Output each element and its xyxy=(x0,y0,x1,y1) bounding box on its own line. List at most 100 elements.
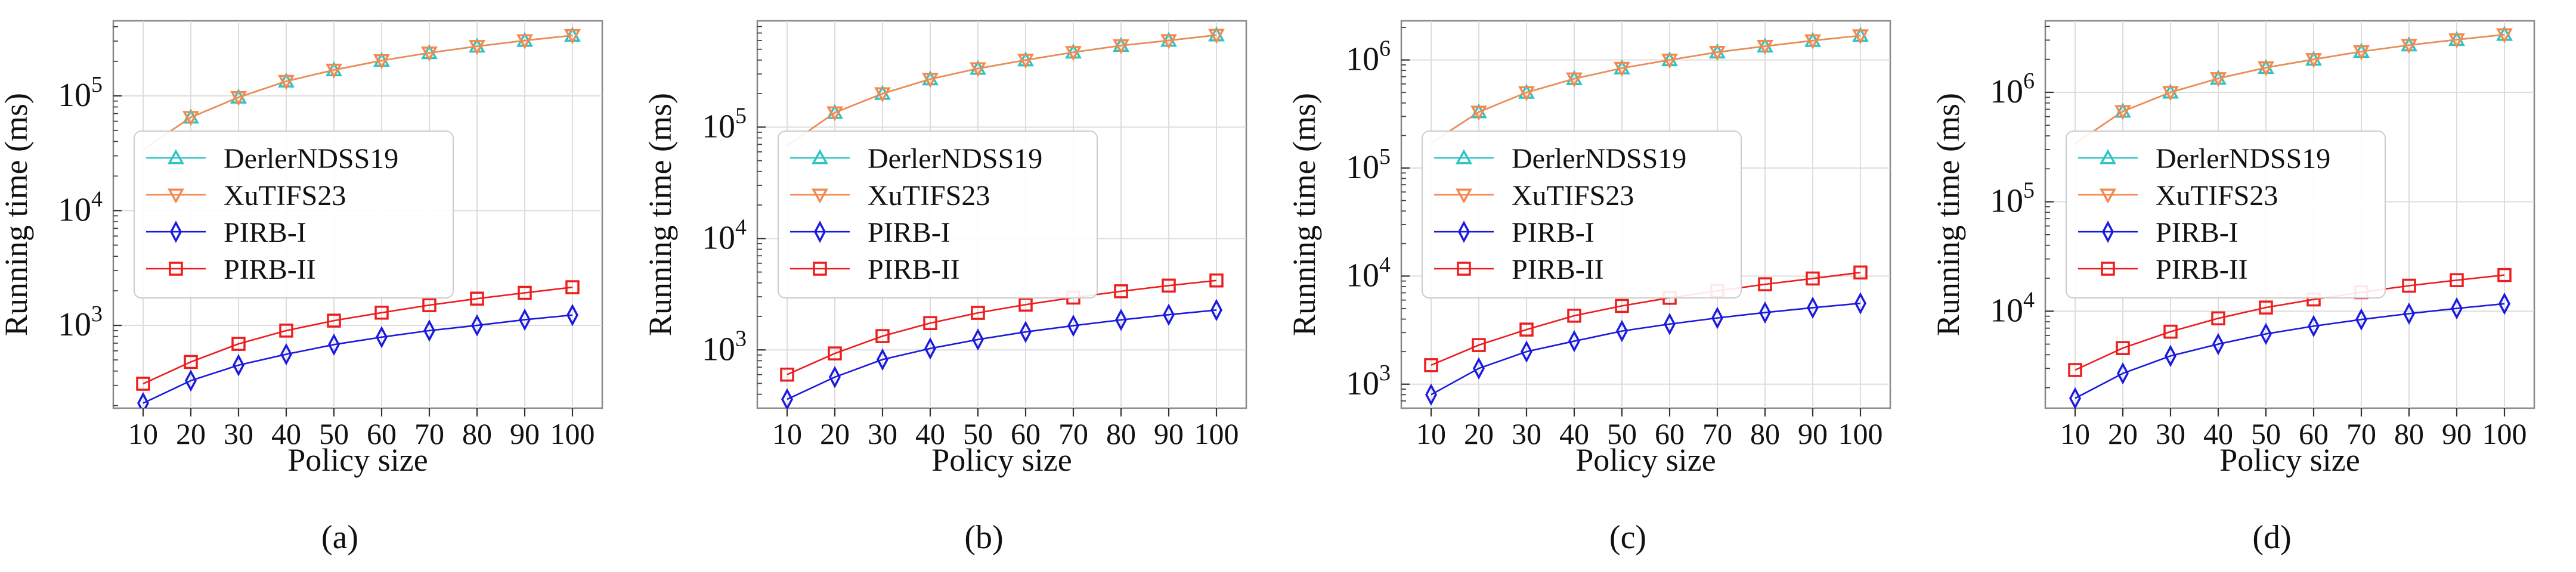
x-tick-label: 70 xyxy=(1702,417,1732,450)
x-tick-label: 10 xyxy=(128,417,158,450)
y-tick-label: 104 xyxy=(58,186,103,228)
x-axis-label: Policy size xyxy=(1575,442,1716,478)
data-point xyxy=(2210,72,2227,88)
data-point xyxy=(1473,357,1485,380)
data-point xyxy=(2162,86,2179,101)
x-tick-label: 50 xyxy=(319,417,349,450)
x-tick-label: 40 xyxy=(1559,417,1589,450)
x-tick-label: 70 xyxy=(414,417,444,450)
data-point xyxy=(2498,293,2510,315)
x-tick-label: 50 xyxy=(963,417,993,450)
data-point xyxy=(1566,72,1583,88)
y-tick-exponent: 6 xyxy=(2023,69,2035,94)
legend-label: XuTIFS23 xyxy=(224,180,346,212)
data-point xyxy=(828,346,842,360)
data-point xyxy=(924,337,936,360)
y-tick-exponent: 3 xyxy=(735,326,747,351)
y-tick-exponent: 3 xyxy=(91,301,103,327)
data-point xyxy=(518,285,532,300)
y-tick-base: 10 xyxy=(1346,149,1379,186)
data-point xyxy=(185,369,197,392)
data-point xyxy=(1020,321,1032,343)
legend-label: PIRB-I xyxy=(868,217,950,248)
data-point xyxy=(971,306,985,320)
y-axis-label: Running time (ms) xyxy=(1286,93,1322,336)
y-tick-label: 103 xyxy=(702,326,747,368)
x-tick-label: 60 xyxy=(367,417,397,450)
data-point xyxy=(1853,265,1868,280)
data-point xyxy=(874,87,891,102)
y-tick-label: 104 xyxy=(702,214,747,256)
x-tick-label: 50 xyxy=(1607,417,1637,450)
x-tick-label: 100 xyxy=(2482,417,2527,450)
data-point xyxy=(326,63,342,79)
legend-box xyxy=(134,130,454,299)
y-tick-label: 104 xyxy=(1346,252,1391,294)
legend-box xyxy=(1422,130,1742,299)
data-point xyxy=(423,319,435,342)
series-group xyxy=(136,26,581,408)
legend-label: XuTIFS23 xyxy=(2156,180,2278,212)
legend-label: DerlerNDSS19 xyxy=(1512,143,1686,175)
data-point xyxy=(182,111,199,126)
legend-marker xyxy=(1456,188,1472,204)
data-point xyxy=(566,304,578,327)
x-tick-label: 60 xyxy=(1011,417,1041,450)
data-point xyxy=(2069,387,2081,408)
x-tick-label: 40 xyxy=(2203,417,2233,450)
data-point xyxy=(565,280,580,294)
legend-marker xyxy=(1456,149,1472,164)
y-tick-exponent: 4 xyxy=(735,214,747,240)
data-point xyxy=(1018,297,1033,312)
x-tick-label: 20 xyxy=(820,417,850,450)
x-tick-label: 90 xyxy=(510,417,540,450)
data-point xyxy=(1615,299,1629,313)
legend-label: PIRB-I xyxy=(224,217,306,248)
data-point xyxy=(1804,34,1821,49)
y-axis-label: Running time (ms) xyxy=(1930,93,1966,336)
data-point xyxy=(327,313,341,328)
y-axis-label: Running time (ms) xyxy=(0,93,34,336)
series-line xyxy=(1431,35,1861,144)
data-point xyxy=(1209,273,1224,288)
data-point xyxy=(829,366,841,388)
panel-label: (b) xyxy=(964,519,1003,556)
legend-label: XuTIFS23 xyxy=(868,180,990,212)
x-tick-label: 30 xyxy=(224,417,253,450)
data-point xyxy=(1160,34,1177,49)
panel-label: (c) xyxy=(1609,519,1646,556)
x-tick-label: 90 xyxy=(1154,417,1184,450)
legend-marker xyxy=(168,188,184,204)
data-point xyxy=(2308,315,2320,338)
data-point xyxy=(137,391,149,408)
series-line xyxy=(143,286,573,385)
x-tick-label: 60 xyxy=(2299,417,2329,450)
data-point xyxy=(1470,105,1487,121)
x-tick-label: 80 xyxy=(2394,417,2424,450)
data-point xyxy=(781,388,793,408)
panel-label: (a) xyxy=(321,519,358,556)
legend-marker xyxy=(1457,262,1471,276)
data-point xyxy=(970,62,986,77)
data-point xyxy=(136,377,150,391)
data-point xyxy=(231,337,246,351)
y-tick-label: 103 xyxy=(1346,360,1391,402)
data-point xyxy=(877,348,888,371)
data-point xyxy=(184,355,198,369)
data-point xyxy=(1518,86,1535,101)
data-point xyxy=(1854,292,1866,315)
y-tick-exponent: 5 xyxy=(1379,144,1391,169)
data-point xyxy=(2496,28,2513,43)
legend-label: PIRB-II xyxy=(224,254,316,285)
x-axis-label: Policy size xyxy=(2219,442,2360,478)
legend-label: DerlerNDSS19 xyxy=(868,143,1042,175)
data-point xyxy=(1424,358,1438,372)
data-point xyxy=(2114,105,2131,120)
x-tick-label: 70 xyxy=(2346,417,2376,450)
legend-marker xyxy=(812,149,828,164)
data-point xyxy=(1162,278,1176,293)
x-tick-label: 80 xyxy=(1106,417,1136,450)
data-point xyxy=(2259,300,2273,315)
legend-marker xyxy=(2100,149,2116,164)
